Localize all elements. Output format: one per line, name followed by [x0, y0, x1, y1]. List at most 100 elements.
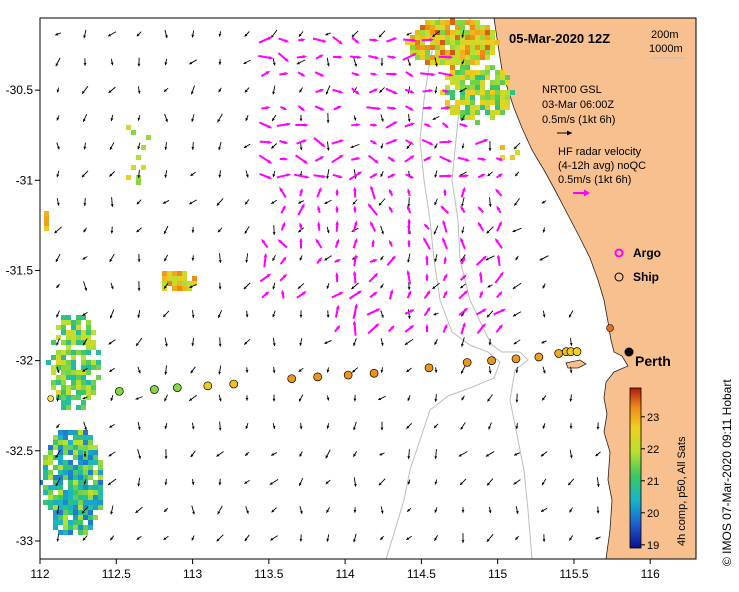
- hf-arrow: [351, 123, 361, 127]
- sst-pixel: [71, 355, 76, 360]
- gsl-arrow: [569, 338, 573, 346]
- gsl-arrow: [110, 114, 114, 122]
- sst-pixel: [78, 455, 83, 460]
- sst-pixel: [425, 50, 430, 55]
- sst-pixel: [93, 450, 98, 455]
- gsl-arrow: [299, 534, 303, 542]
- sst-pixel: [430, 30, 435, 35]
- gsl-arrow: [461, 197, 465, 207]
- gsl-arrow: [243, 282, 251, 290]
- hf-arrow: [369, 173, 378, 179]
- hf-arrow: [388, 205, 394, 213]
- gsl-arrow: [272, 337, 276, 347]
- gsl-arrow: [244, 226, 250, 234]
- gsl-arrow: [434, 198, 438, 206]
- sst-pixel: [81, 340, 86, 345]
- sst-pixel: [430, 45, 435, 50]
- gsl-arrow: [596, 477, 600, 487]
- sst-pixel: [430, 40, 435, 45]
- gsl-arrow: [353, 57, 358, 67]
- gsl-arrow: [515, 505, 519, 515]
- gsl-arrow: [137, 310, 141, 318]
- x-tick-label: 115: [488, 567, 507, 581]
- gsl-arrow: [407, 114, 411, 122]
- hf-arrow: [334, 304, 340, 318]
- gsl-arrow: [569, 507, 573, 513]
- sst-pixel: [53, 520, 58, 525]
- hf-arrow: [280, 204, 286, 214]
- sst-pixel: [450, 35, 455, 40]
- sst-pixel: [76, 395, 81, 400]
- gsl-arrow: [270, 535, 278, 541]
- sst-pixel: [68, 460, 73, 465]
- ship-track-point: [150, 385, 159, 394]
- sst-pixel: [86, 325, 91, 330]
- sst-pixel: [460, 115, 465, 120]
- sst-pixel: [93, 480, 98, 485]
- sst-pixel: [63, 505, 68, 510]
- gsl-arrow: [406, 535, 412, 541]
- hf-arrow: [425, 254, 429, 266]
- hf-arrow: [261, 291, 270, 299]
- hf-arrow: [388, 188, 394, 197]
- sst-pixel: [450, 110, 455, 115]
- gsl-arrow: [485, 255, 495, 261]
- gsl-arrow: [458, 451, 468, 457]
- sst-pixel: [93, 460, 98, 465]
- sst-pixel: [480, 75, 485, 80]
- sst-pixel: [88, 470, 93, 475]
- ship-track-point: [572, 347, 582, 356]
- hf-arrow: [496, 205, 502, 214]
- hf-arrow: [407, 188, 411, 197]
- sst-pixel: [56, 350, 61, 355]
- hf-arrow: [332, 173, 344, 179]
- hf-arrow: [386, 37, 398, 43]
- gsl-arrow: [461, 143, 465, 149]
- gsl-arrow: [82, 256, 88, 260]
- sst-pixel: [470, 80, 475, 85]
- sst-pixel: [86, 320, 91, 325]
- sst-pixel: [78, 470, 83, 475]
- gsl-arrow: [326, 57, 330, 67]
- sst-pixel: [470, 85, 475, 90]
- hf-arrow: [331, 291, 344, 299]
- hf-arrow: [423, 156, 432, 162]
- gsl-arrow: [407, 309, 411, 319]
- sst-pixel: [73, 465, 78, 470]
- sst-pixel: [44, 211, 49, 216]
- gsl-arrow: [353, 507, 357, 513]
- gsl-arrow: [244, 199, 250, 205]
- hf-arrow: [277, 239, 288, 249]
- hf-arrow: [335, 271, 339, 283]
- sst-pixel: [66, 320, 71, 325]
- sst-pixel: [470, 90, 475, 95]
- sst-pixel: [415, 40, 420, 45]
- gsl-arrow: [380, 143, 384, 149]
- sst-pixel: [440, 50, 445, 55]
- gsl-arrow: [380, 57, 384, 67]
- gsl-arrow: [326, 310, 330, 318]
- hf-arrow: [460, 205, 466, 214]
- sst-pixel: [86, 345, 91, 350]
- gsl-arrow: [434, 339, 438, 345]
- sst-pixel: [485, 35, 490, 40]
- sst-pixel: [71, 370, 76, 375]
- gsl-arrow: [272, 225, 276, 235]
- hf-arrow: [421, 138, 434, 146]
- sst-pixel: [81, 335, 86, 340]
- hf-arrow: [279, 273, 288, 282]
- sst-pixel: [66, 365, 71, 370]
- gsl-arrow: [107, 478, 117, 486]
- sst-pixel: [500, 80, 505, 85]
- sst-pixel: [61, 350, 66, 355]
- sst-pixel: [146, 135, 151, 140]
- sst-pixel: [88, 475, 93, 480]
- sst-pixel: [81, 375, 86, 380]
- sst-pixel: [86, 335, 91, 340]
- sst-pixel: [88, 460, 93, 465]
- gsl-arrow: [164, 142, 168, 150]
- sst-pixel: [445, 40, 450, 45]
- perth-label: Perth: [635, 353, 671, 369]
- hf-arrow: [387, 106, 397, 110]
- hf-arrow: [406, 205, 412, 214]
